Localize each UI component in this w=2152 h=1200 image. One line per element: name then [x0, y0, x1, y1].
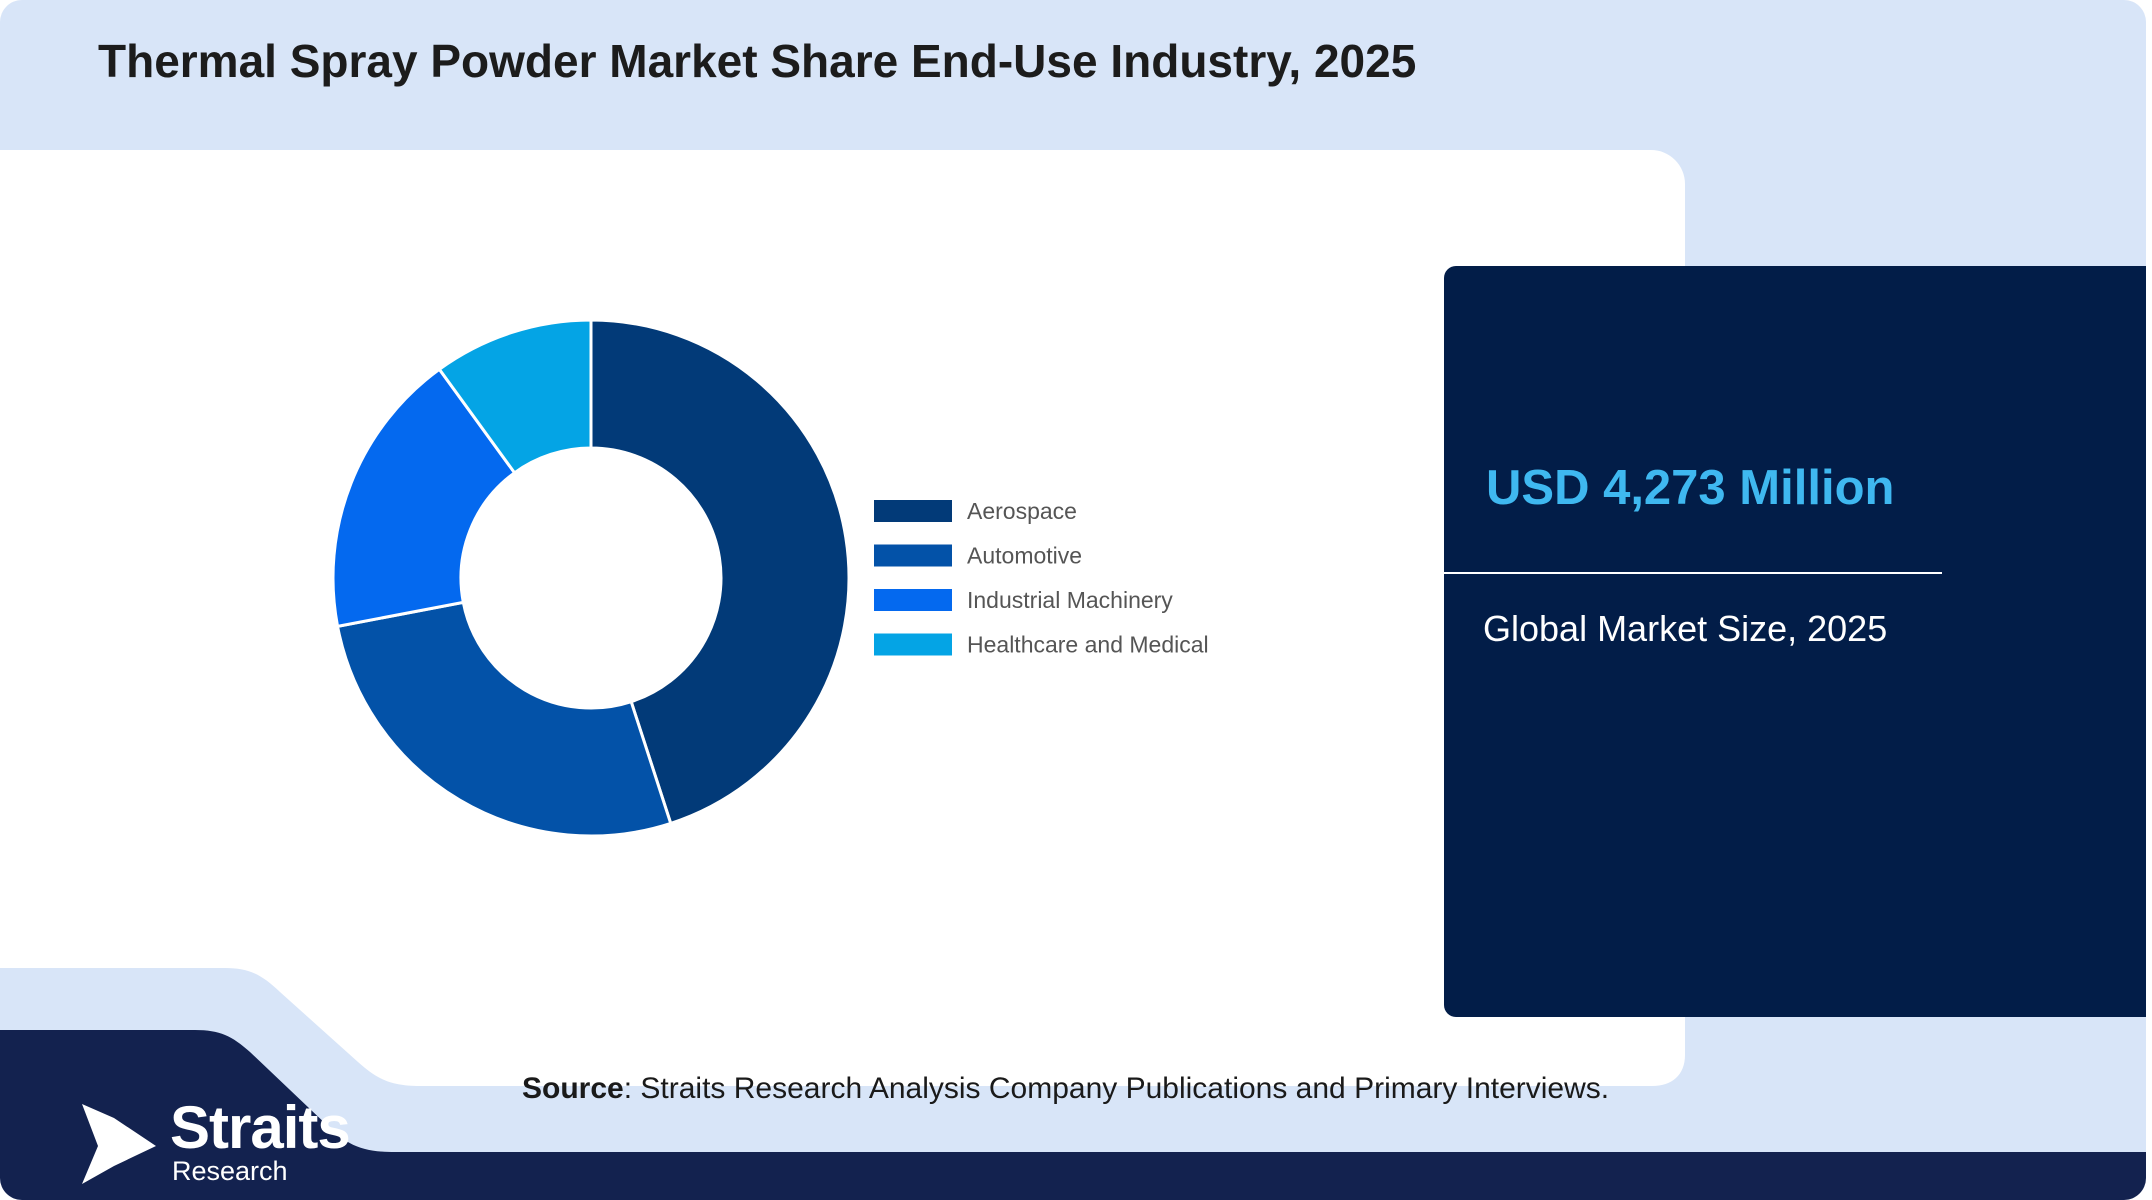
source-note: Source: Straits Research Analysis Compan… — [522, 1072, 1609, 1106]
slice-industrial-machinery — [331, 367, 517, 629]
logo-wordmark: Straits — [170, 1094, 351, 1161]
legend-swatch — [874, 544, 952, 567]
slice-healthcare-and-medical — [437, 318, 593, 475]
legend-label: Automotive — [967, 543, 1082, 569]
market-size-value: USD 4,273 Million — [1486, 461, 1895, 515]
legend-label: Aerospace — [967, 498, 1077, 524]
donut-slices — [331, 318, 851, 838]
legend-label: Healthcare and Medical — [967, 632, 1209, 658]
logo-subtext: Research — [172, 1156, 288, 1186]
legend-label: Industrial Machinery — [967, 587, 1173, 613]
slice-aerospace — [589, 318, 851, 826]
legend-swatch — [874, 589, 952, 611]
chart-title: Thermal Spray Powder Market Share End-Us… — [98, 35, 1417, 87]
legend-swatch — [874, 633, 952, 656]
legend-swatch — [874, 500, 952, 522]
source-prefix: Source — [522, 1072, 624, 1105]
straits-logo-icon — [82, 1104, 156, 1184]
donut-chart: Aerospace Automotive Industrial Machinery H… — [331, 318, 1209, 838]
source-text: : Straits Research Analysis Company Publ… — [623, 1072, 1610, 1105]
panel-divider — [1444, 572, 1942, 574]
slice-automotive — [335, 600, 673, 838]
market-size-panel: USD 4,273 Million Global Market Size, 20… — [1444, 266, 2146, 1017]
chart-card — [0, 150, 1685, 1140]
market-size-label: Global Market Size, 2025 — [1483, 608, 1888, 649]
chart-legend: Aerospace Automotive Industrial Machinery H… — [874, 498, 1209, 658]
